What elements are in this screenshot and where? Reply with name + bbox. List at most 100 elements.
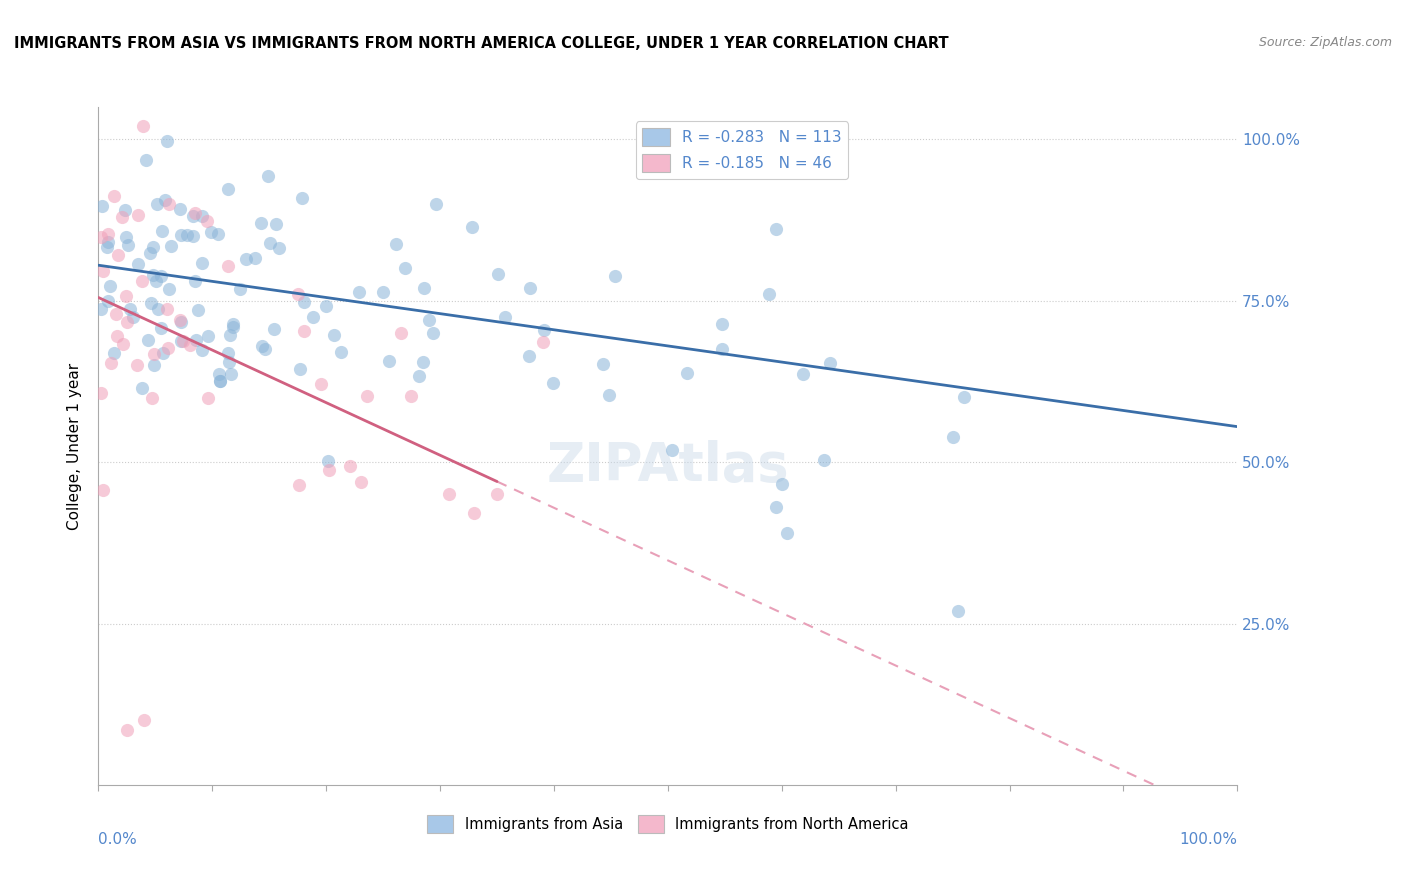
Point [311, 376, 333, 391]
Point [127, 358, 149, 372]
Point [156, 341, 179, 355]
Point [818, 356, 841, 370]
Point [217, 259, 239, 273]
Point [603, 268, 626, 283]
Point [792, 367, 814, 381]
Point [136, 334, 159, 348]
Legend: Immigrants from Asia, Immigrants from North America: Immigrants from Asia, Immigrants from No… [420, 809, 915, 838]
Point [598, 388, 620, 402]
Point [141, 391, 163, 405]
Point [252, 339, 274, 353]
Point [170, 315, 193, 329]
Point [176, 228, 198, 243]
Point [91, 199, 114, 213]
Point [195, 214, 218, 228]
Point [486, 267, 509, 281]
Point [146, 196, 169, 211]
Point [323, 327, 346, 342]
Point [758, 286, 780, 301]
Point [172, 334, 194, 349]
Point [461, 219, 484, 234]
Point [385, 237, 408, 252]
Point [288, 477, 311, 491]
Point [91, 264, 114, 278]
Point [339, 458, 361, 473]
Point [131, 274, 153, 288]
Point [127, 257, 149, 271]
Point [533, 323, 555, 337]
Point [264, 217, 287, 231]
Point [146, 301, 169, 316]
Point [776, 526, 799, 541]
Text: Source: ZipAtlas.com: Source: ZipAtlas.com [1258, 36, 1392, 49]
Point [142, 358, 165, 372]
Point [90, 386, 112, 401]
Point [183, 273, 205, 287]
Point [118, 302, 141, 317]
Point [115, 723, 138, 737]
Point [142, 347, 165, 361]
Point [531, 334, 554, 349]
Point [90, 302, 112, 317]
Text: IMMIGRANTS FROM ASIA VS IMMIGRANTS FROM NORTH AMERICA COLLEGE, UNDER 1 YEAR CORR: IMMIGRANTS FROM ASIA VS IMMIGRANTS FROM … [14, 36, 949, 51]
Point [222, 320, 245, 334]
Point [329, 344, 352, 359]
Point [191, 343, 214, 358]
Point [942, 429, 965, 443]
Y-axis label: College, Under 1 year: College, Under 1 year [67, 362, 83, 530]
Point [263, 321, 285, 335]
Point [291, 191, 314, 205]
Point [152, 346, 174, 360]
Point [301, 310, 323, 325]
Point [661, 442, 683, 457]
Point [200, 225, 222, 239]
Point [243, 251, 266, 265]
Point [157, 282, 180, 296]
Point [463, 506, 485, 520]
Point [813, 453, 835, 467]
Point [219, 328, 242, 343]
Point [208, 374, 231, 388]
Point [100, 355, 122, 369]
Point [316, 453, 339, 467]
Point [115, 315, 138, 329]
Point [179, 338, 201, 352]
Point [592, 357, 614, 371]
Point [150, 224, 173, 238]
Point [437, 487, 460, 501]
Text: ZIPAtlas: ZIPAtlas [547, 441, 789, 492]
Point [90, 229, 112, 244]
Point [131, 381, 153, 395]
Point [145, 274, 167, 288]
Point [149, 321, 172, 335]
Point [132, 120, 155, 134]
Point [183, 206, 205, 220]
Point [169, 202, 191, 216]
Point [169, 312, 191, 326]
Point [170, 334, 193, 348]
Point [267, 241, 290, 255]
Point [112, 337, 135, 351]
Point [96, 240, 118, 254]
Point [181, 209, 204, 223]
Point [287, 287, 309, 301]
Point [105, 329, 128, 343]
Point [711, 317, 734, 331]
Point [187, 303, 209, 318]
Point [770, 476, 793, 491]
Point [181, 229, 204, 244]
Point [222, 318, 245, 332]
Point [254, 342, 277, 356]
Point [221, 367, 243, 381]
Point [494, 310, 516, 325]
Point [135, 153, 157, 167]
Point [356, 389, 378, 403]
Point [208, 367, 231, 381]
Point [97, 227, 120, 242]
Point [676, 366, 699, 380]
Point [153, 193, 176, 207]
Point [105, 307, 128, 321]
Point [408, 368, 430, 383]
Point [115, 289, 138, 303]
Point [412, 355, 434, 369]
